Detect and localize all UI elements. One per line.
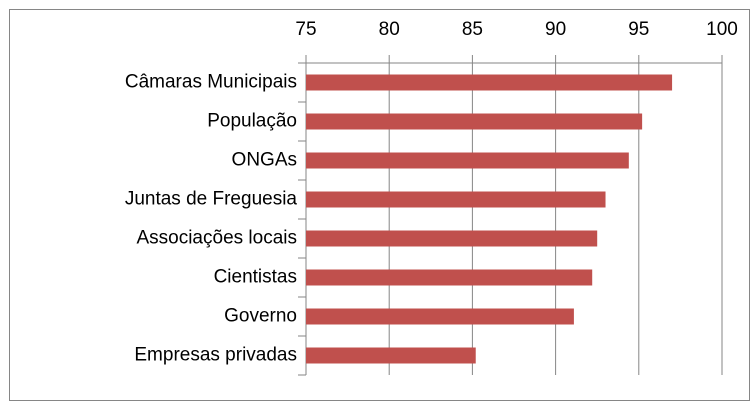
y-tick-label: Juntas de Freguesia [125, 189, 298, 210]
x-tick-label: 95 [628, 19, 649, 40]
y-tick-label: Governo [224, 306, 297, 327]
x-tick-label: 75 [295, 19, 316, 40]
bar [306, 74, 673, 91]
x-tick-label: 100 [706, 19, 738, 40]
x-tick-label: 90 [545, 19, 566, 40]
y-tick-label: Empresas privadas [134, 345, 297, 366]
bar [306, 113, 643, 130]
bar [306, 152, 629, 169]
bar [306, 191, 606, 208]
y-tick-label: População [207, 111, 297, 132]
bar [306, 347, 476, 364]
y-tick-label: Câmaras Municipais [125, 72, 297, 93]
y-tick-label: Cientistas [214, 267, 297, 288]
y-tick-label: Associações locais [136, 228, 297, 249]
bar [306, 230, 598, 247]
x-tick-label: 85 [462, 19, 483, 40]
y-tick-label: ONGAs [232, 150, 297, 171]
bar [306, 308, 574, 325]
bar [306, 269, 593, 286]
x-tick-label: 80 [379, 19, 400, 40]
